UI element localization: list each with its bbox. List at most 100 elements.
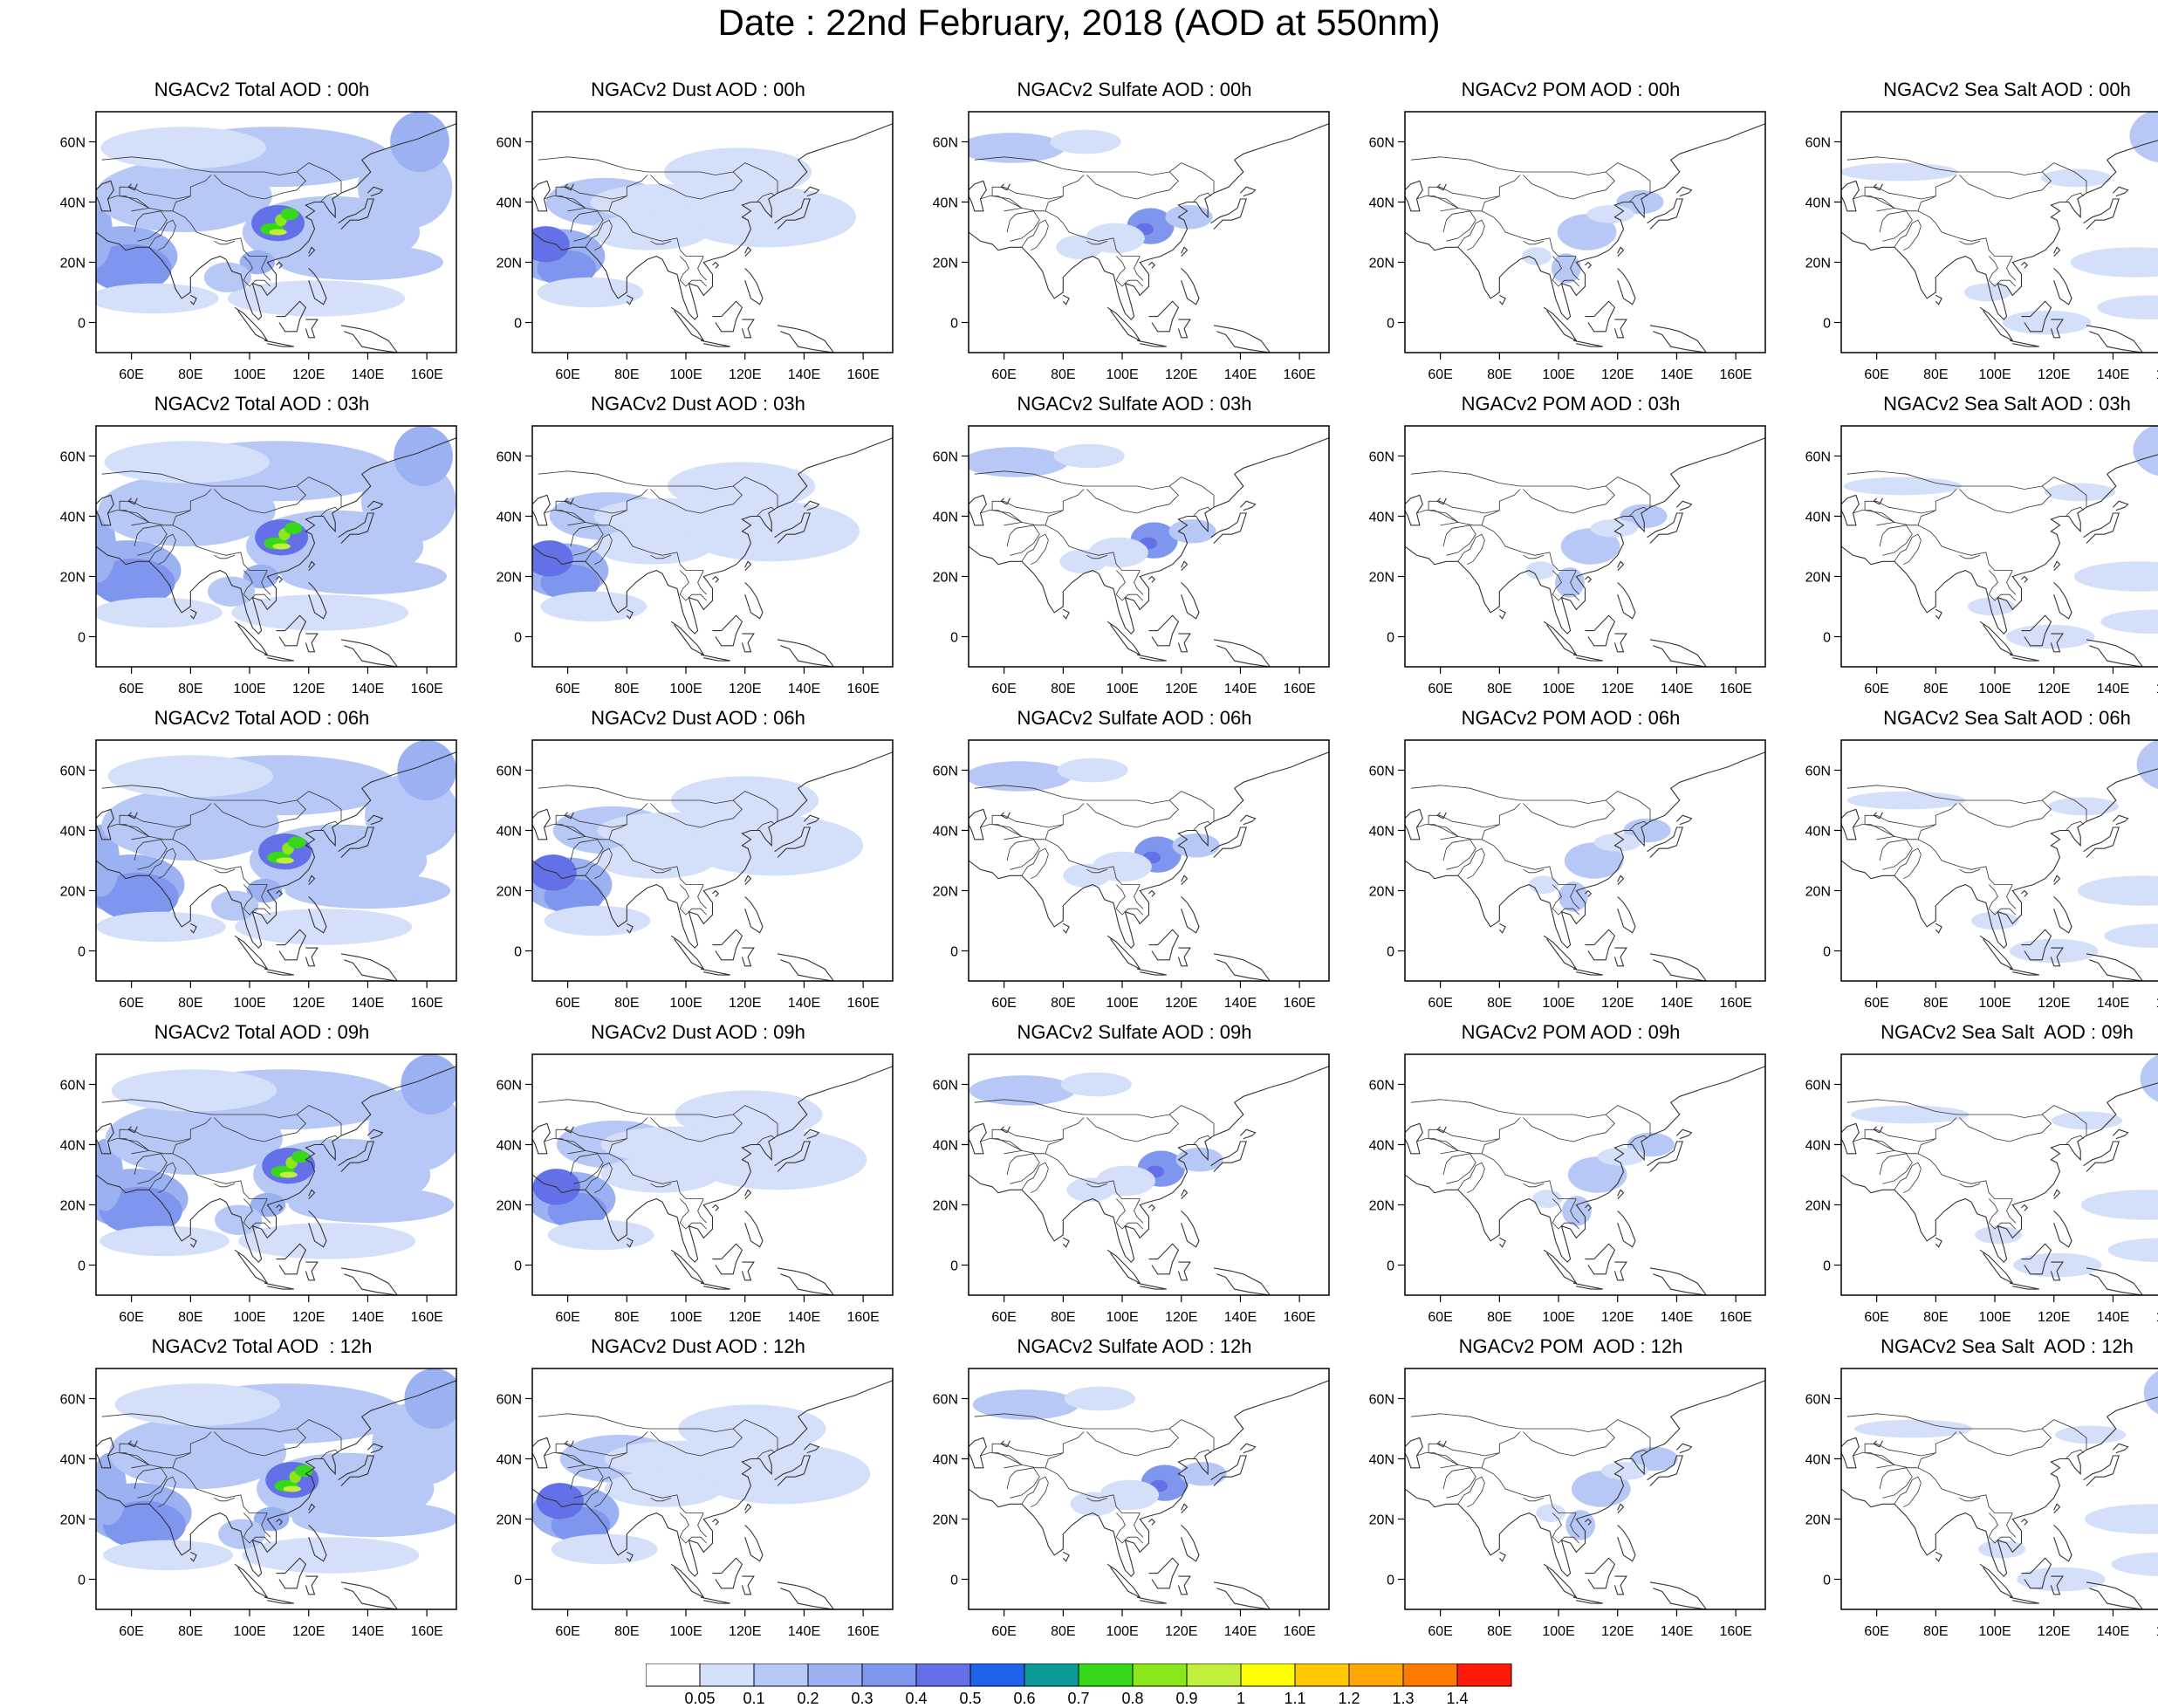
coastline [1181, 875, 1189, 885]
country-border [608, 510, 627, 525]
x-tick-label: 140E [1661, 1310, 1693, 1325]
coastline [712, 1557, 743, 1589]
x-tick-label: 160E [1719, 367, 1751, 382]
x-tick-label: 100E [233, 1624, 265, 1639]
x-tick-label: 140E [352, 1310, 384, 1325]
x-tick-label: 80E [1487, 367, 1511, 382]
aod-blob [99, 1186, 182, 1235]
aod-blob [1963, 283, 2011, 302]
aod-blob [288, 836, 306, 849]
coastline [532, 1380, 893, 1577]
figure-title: Date : 22nd February, 2018 (AOD at 550nm… [717, 2, 1441, 43]
country-border [974, 785, 1215, 822]
country-border [1481, 510, 1500, 525]
colorbar-swatch [1402, 1663, 1458, 1687]
y-tick-label: 0 [78, 317, 86, 332]
coastline [1617, 268, 1636, 305]
coastline [234, 1249, 269, 1285]
country-border [1570, 1198, 1579, 1224]
country-border [1917, 195, 1936, 211]
coastline [712, 300, 743, 333]
country-border [2066, 506, 2084, 517]
coastline [1210, 827, 1247, 858]
coastline [2021, 300, 2052, 333]
coastline [1841, 768, 2158, 949]
coastline [1498, 1237, 1506, 1248]
country-border [974, 1099, 1215, 1136]
y-tick-label: 40N [1805, 196, 1831, 211]
y-tick-label: 0 [1387, 945, 1394, 960]
x-tick-label: 100E [1978, 996, 2011, 1011]
aod-blob [1967, 597, 2016, 616]
coastline [2050, 1261, 2064, 1281]
country-border [1006, 525, 1040, 556]
country-border [1988, 256, 2016, 287]
coastline [308, 1503, 316, 1513]
x-tick-label: 80E [614, 996, 639, 1011]
country-border [1523, 171, 1615, 200]
aod-blob [114, 1383, 281, 1426]
coastline [712, 1204, 720, 1211]
x-tick-label: 100E [1978, 1624, 2011, 1639]
aod-blob [2140, 1054, 2158, 1102]
coastline [1676, 814, 1693, 826]
coastline [1062, 923, 1070, 934]
panel-title: NGACv2 Dust AOD : 00h [591, 79, 805, 100]
aod-blob [215, 1204, 263, 1235]
country-border [991, 1117, 1085, 1151]
y-tick-label: 20N [60, 885, 86, 900]
coastline [2021, 1557, 2052, 1589]
x-tick-label: 60E [555, 682, 579, 696]
y-tick-label: 60N [1369, 765, 1394, 779]
panel-title: NGACv2 Dust AOD : 06h [591, 707, 805, 729]
y-tick-label: 0 [1823, 945, 1831, 960]
map-frame [1840, 425, 2158, 668]
country-border [1115, 256, 1143, 287]
aod-blob [96, 1452, 127, 1526]
coastline [1213, 1267, 1271, 1295]
y-tick-label: 0 [514, 317, 522, 332]
country-border [1629, 1449, 1648, 1459]
aod-field [969, 1368, 1329, 1609]
country-border [1481, 824, 1500, 840]
aod-blob [547, 1219, 654, 1251]
coastline [741, 1575, 755, 1595]
coastline [1873, 183, 1883, 191]
map-frame [1404, 1368, 1766, 1610]
y-tick-label: 0 [78, 1574, 86, 1588]
x-tick-label: 160E [1719, 1624, 1751, 1639]
coastline [234, 306, 269, 342]
aod-blob [1600, 1461, 1648, 1480]
y-tick-label: 20N [1805, 885, 1831, 900]
country-border [1917, 1138, 1936, 1154]
country-border [538, 1413, 778, 1451]
country-border [1846, 1413, 2087, 1451]
country-border [1457, 1476, 1485, 1508]
y-tick-label: 40N [1369, 1453, 1394, 1468]
coastline [127, 183, 138, 191]
map-frame [1404, 1053, 1766, 1296]
x-tick-label: 140E [352, 996, 384, 1011]
country-border [757, 1135, 775, 1145]
coastline [2053, 560, 2061, 571]
country-border [974, 156, 1215, 194]
country-border [585, 533, 613, 566]
country-border [243, 1513, 271, 1544]
x-tick-label: 120E [1601, 682, 1634, 696]
x-tick-label: 80E [1051, 682, 1075, 696]
coastline [1106, 1249, 1141, 1285]
coastline [264, 340, 294, 347]
coastline [744, 560, 752, 571]
coastline [1841, 1082, 2158, 1263]
country-border [570, 210, 604, 242]
aod-blob [2136, 740, 2158, 790]
country-border [2006, 884, 2016, 909]
aod-blob [96, 1138, 124, 1211]
country-border [567, 1149, 704, 1199]
x-tick-label: 100E [233, 682, 265, 696]
x-tick-label: 60E [1428, 682, 1452, 696]
y-tick-label: 20N [497, 571, 522, 586]
coastline [1498, 923, 1506, 934]
x-tick-label: 140E [2097, 367, 2129, 382]
coastline [1136, 654, 1167, 662]
